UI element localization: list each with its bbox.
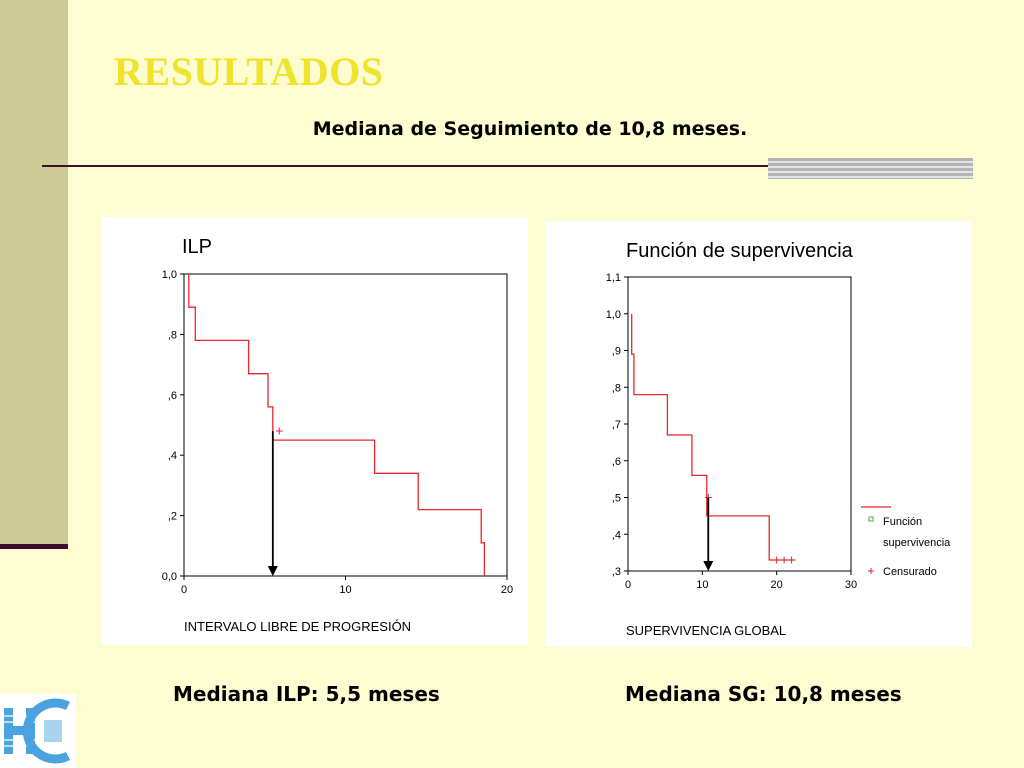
legend-label: Función (883, 516, 922, 528)
x-axis-label: INTERVALO LIBRE DE PROGRESIÓN (184, 619, 411, 634)
censor-mark (773, 556, 781, 564)
y-tick-label: ,8 (168, 329, 177, 341)
legend-label: Censurado (883, 566, 937, 578)
left-side-bar (0, 0, 68, 548)
y-tick-label: ,6 (612, 456, 621, 468)
survival-curve (631, 313, 796, 561)
median-arrow-head (703, 561, 714, 571)
y-tick-label: 0,0 (162, 571, 177, 583)
survival-chart-panel: Función de supervivencia ,3 ,4 ,5 ,6 ,7 ,8 ,9 1,… (545, 221, 972, 647)
chart-title: ILP (182, 236, 212, 258)
x-tick-label: 10 (339, 584, 351, 596)
side-bar-accent-line (0, 544, 68, 549)
slide-title: RESULTADOS (114, 49, 384, 94)
y-tick-label: ,9 (612, 346, 621, 358)
y-tick-label: ,7 (612, 419, 621, 431)
x-tick-label: 0 (181, 584, 187, 596)
legend-square-swatch (868, 516, 874, 522)
y-tick-label: 1,1 (606, 272, 621, 284)
median-arrow-head (267, 566, 278, 576)
y-tick-label: ,6 (168, 390, 177, 402)
censor-mark (788, 556, 796, 564)
x-tick-label: 10 (696, 579, 708, 591)
plot-frame (183, 273, 508, 577)
legend-label: supervivencia (883, 537, 951, 549)
y-tick-label: ,5 (612, 493, 621, 505)
survival-curve (188, 274, 486, 576)
survival-chart: Función de supervivencia ,3 ,4 ,5 ,6 ,7 ,8 ,9 1,… (606, 240, 951, 638)
hospital-logo (0, 694, 76, 768)
chart-title: Función de supervivencia (626, 240, 854, 262)
censor-mark (275, 427, 283, 435)
legend-censor-swatch (868, 568, 874, 574)
median-ilp-caption: Mediana ILP: 5,5 meses (173, 682, 440, 706)
divider-line (42, 165, 770, 167)
divider-stripes (768, 158, 973, 179)
y-tick-label: ,2 (168, 511, 177, 523)
y-tick-label: ,3 (612, 566, 621, 578)
ilp-chart: ILP 0,0 ,2 ,4 ,6 ,8 1,0 0 10 20 INTERVALO LIBRE DE… (162, 236, 513, 634)
ilp-chart-panel: ILP 0,0 ,2 ,4 ,6 ,8 1,0 0 10 20 INTERVALO LIBRE DE… (102, 217, 528, 645)
y-tick-label: 1,0 (162, 269, 177, 281)
x-tick-label: 20 (771, 579, 783, 591)
y-tick-label: 1,0 (606, 309, 621, 321)
x-axis-label: SUPERVIVENCIA GLOBAL (626, 623, 786, 638)
x-tick-label: 0 (625, 579, 631, 591)
x-tick-label: 20 (501, 584, 513, 596)
y-tick-label: ,8 (612, 382, 621, 394)
y-tick-label: ,4 (168, 450, 177, 462)
slide-subtitle: Mediana de Seguimiento de 10,8 meses. (312, 118, 748, 140)
median-sg-caption: Mediana SG: 10,8 meses (625, 682, 902, 706)
plot-frame (627, 276, 852, 572)
y-tick-label: ,4 (612, 529, 621, 541)
x-tick-label: 30 (845, 579, 857, 591)
censor-mark (780, 556, 788, 564)
